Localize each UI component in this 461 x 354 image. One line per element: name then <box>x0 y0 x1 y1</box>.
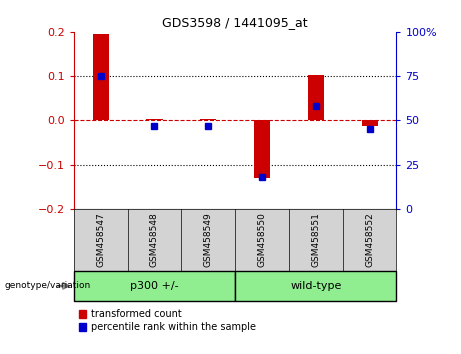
Bar <box>93 34 109 120</box>
Title: GDS3598 / 1441095_at: GDS3598 / 1441095_at <box>162 16 308 29</box>
Text: GSM458550: GSM458550 <box>258 212 266 267</box>
Text: GSM458547: GSM458547 <box>96 212 105 267</box>
Text: GSM458548: GSM458548 <box>150 212 159 267</box>
Text: wild-type: wild-type <box>290 281 342 291</box>
Legend: transformed count, percentile rank within the sample: transformed count, percentile rank withi… <box>79 309 256 332</box>
Text: GSM458551: GSM458551 <box>311 212 320 267</box>
Text: genotype/variation: genotype/variation <box>5 281 91 290</box>
Bar <box>74 271 235 301</box>
Bar <box>254 120 270 178</box>
Text: GSM458549: GSM458549 <box>204 212 213 267</box>
Bar <box>235 271 396 301</box>
Text: p300 +/-: p300 +/- <box>130 281 179 291</box>
Text: GSM458552: GSM458552 <box>365 212 374 267</box>
Bar <box>307 75 324 120</box>
Bar <box>361 120 378 126</box>
